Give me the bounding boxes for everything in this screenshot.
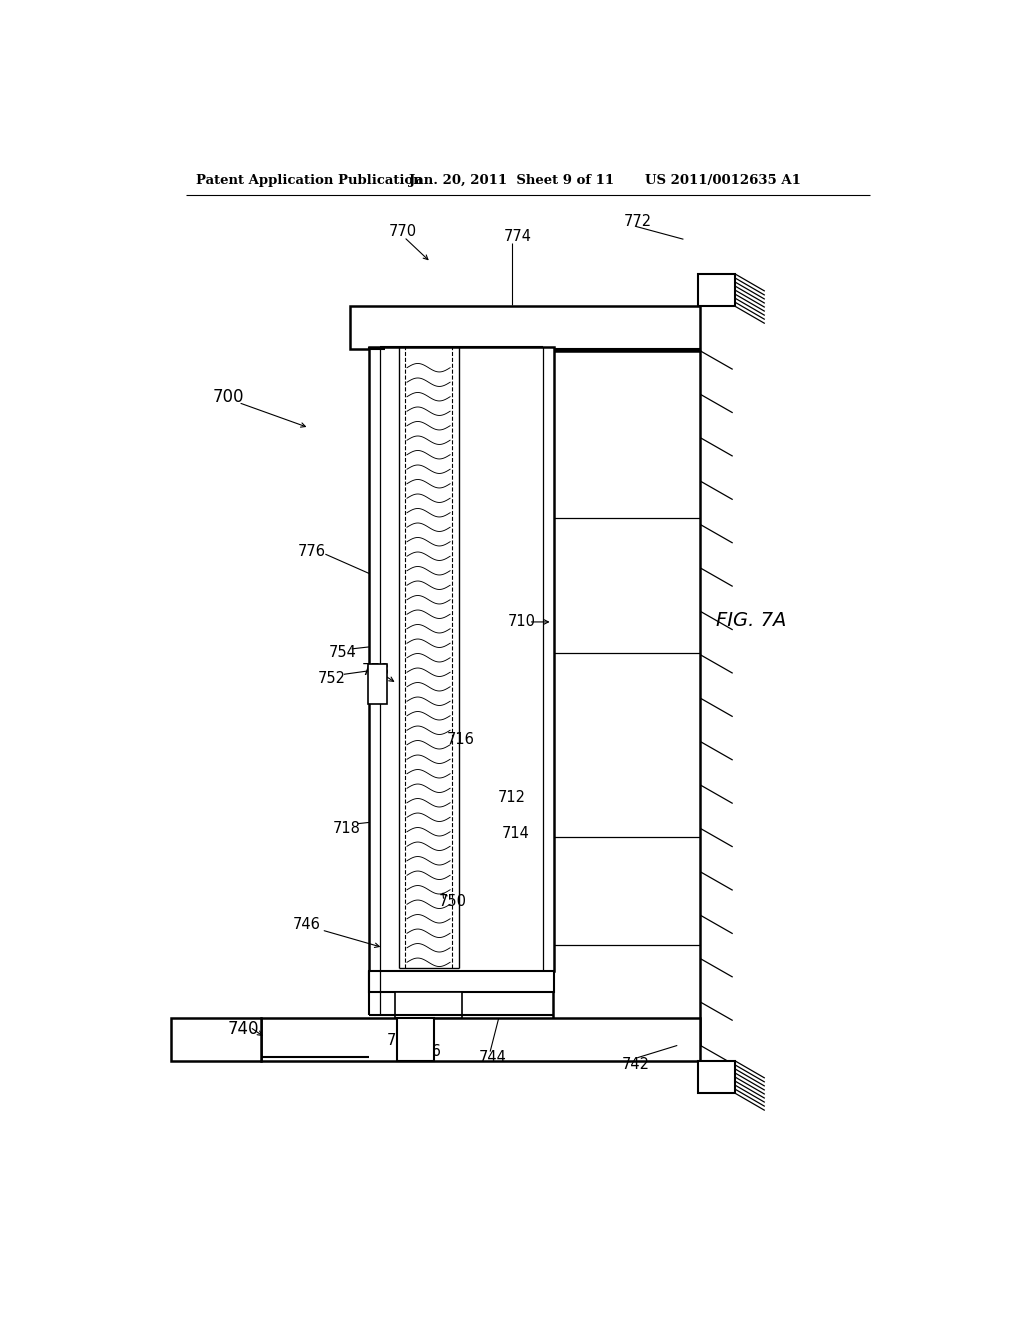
- Text: 700: 700: [213, 388, 245, 407]
- Bar: [698, 1061, 735, 1093]
- Bar: [368, 664, 387, 704]
- Text: 714: 714: [502, 826, 529, 841]
- Text: 770: 770: [388, 224, 417, 239]
- Text: FIG. 7A: FIG. 7A: [716, 611, 786, 630]
- Text: 716: 716: [446, 733, 474, 747]
- Text: 778: 778: [361, 663, 389, 678]
- Text: 712: 712: [498, 789, 526, 805]
- Text: 772: 772: [624, 214, 651, 230]
- Text: 776: 776: [298, 544, 326, 558]
- Text: US 2011/0012635 A1: US 2011/0012635 A1: [645, 174, 801, 187]
- Text: 710: 710: [508, 614, 536, 630]
- Bar: [171, 1019, 261, 1061]
- Bar: [261, 1019, 700, 1061]
- Text: 742: 742: [622, 1057, 650, 1072]
- Text: 744: 744: [478, 1051, 507, 1065]
- Text: 748: 748: [387, 1034, 415, 1048]
- Bar: [370, 970, 554, 993]
- Text: 774: 774: [504, 230, 532, 244]
- Text: Jan. 20, 2011  Sheet 9 of 11: Jan. 20, 2011 Sheet 9 of 11: [410, 174, 614, 187]
- Text: 718: 718: [333, 821, 360, 836]
- Text: 756: 756: [414, 1044, 441, 1059]
- Bar: [385, 348, 700, 351]
- Text: 754: 754: [330, 645, 357, 660]
- Text: 746: 746: [292, 917, 321, 932]
- Text: 740: 740: [227, 1019, 259, 1038]
- Text: Patent Application Publication: Patent Application Publication: [196, 174, 423, 187]
- Text: 750: 750: [438, 894, 467, 909]
- Text: 752: 752: [317, 671, 346, 685]
- Bar: [370, 347, 554, 970]
- Bar: [698, 275, 735, 306]
- Bar: [394, 993, 463, 1019]
- Bar: [553, 351, 700, 1045]
- Bar: [397, 1019, 434, 1061]
- Bar: [350, 306, 700, 348]
